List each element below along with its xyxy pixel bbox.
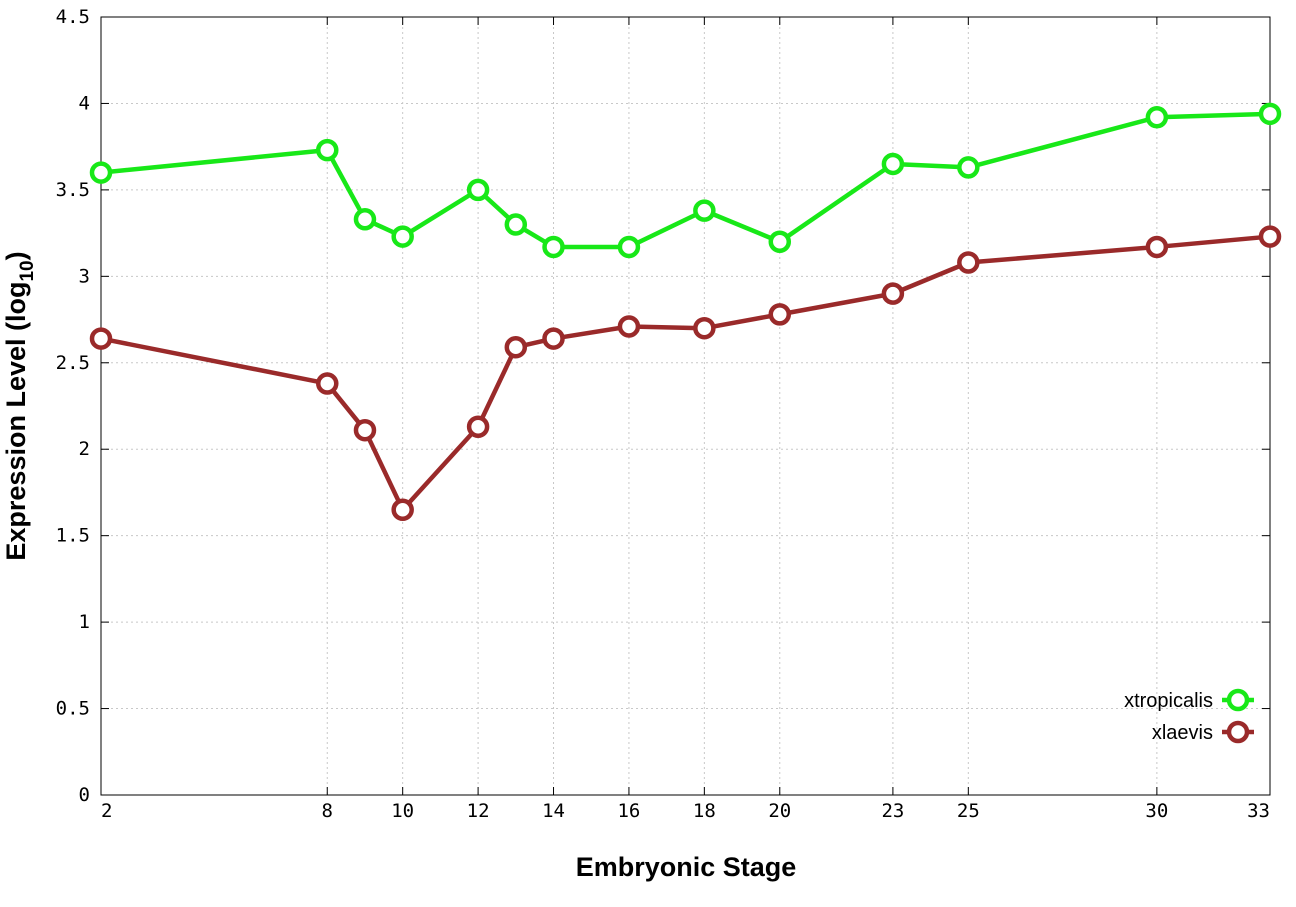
data-point-xtropicalis bbox=[617, 235, 641, 259]
data-point-xlaevis bbox=[768, 303, 792, 326]
data-point-xlaevis bbox=[693, 316, 716, 340]
data-point-xlaevis bbox=[957, 251, 980, 274]
x-tick-label: 18 bbox=[693, 800, 716, 822]
series-line-xtropicalis bbox=[98, 111, 1273, 250]
x-tick-label: 16 bbox=[617, 800, 640, 822]
x-tick-label: 30 bbox=[1145, 800, 1168, 822]
x-tick-label: 12 bbox=[467, 800, 490, 822]
data-point-xlaevis bbox=[617, 315, 641, 338]
data-point-xtropicalis bbox=[1258, 102, 1282, 126]
x-tick-label: 8 bbox=[322, 800, 333, 822]
series-line-xlaevis bbox=[98, 234, 1273, 512]
y-tick-label: 3 bbox=[79, 265, 90, 287]
data-point-xtropicalis bbox=[542, 235, 565, 259]
y-tick-label: 1.5 bbox=[56, 525, 90, 547]
data-point-xtropicalis bbox=[693, 199, 716, 222]
y-tick-label: 1 bbox=[79, 611, 90, 633]
y-tick-label: 2 bbox=[79, 438, 90, 460]
x-tick-label: 20 bbox=[768, 800, 791, 822]
data-point-xtropicalis bbox=[353, 208, 377, 231]
data-point-xtropicalis bbox=[881, 152, 905, 176]
x-tick-label: 33 bbox=[1247, 800, 1270, 822]
data-point-xtropicalis bbox=[391, 225, 414, 248]
data-point-xtropicalis bbox=[504, 213, 528, 236]
data-point-xlaevis bbox=[504, 335, 528, 359]
data-point-xlaevis bbox=[89, 327, 113, 350]
y-tick-label: 0 bbox=[79, 784, 90, 806]
x-tick-label: 25 bbox=[957, 800, 980, 822]
x-tick-label: 14 bbox=[542, 800, 565, 822]
y-tick-label: 3.5 bbox=[56, 179, 90, 201]
data-point-xtropicalis bbox=[316, 138, 339, 162]
legend: xtropicalis xlaevis bbox=[1124, 688, 1254, 744]
data-point-xtropicalis bbox=[1145, 106, 1169, 129]
data-point-xlaevis bbox=[353, 418, 377, 442]
data-point-xlaevis bbox=[466, 415, 490, 438]
series-layer bbox=[89, 102, 1282, 521]
y-tick-label: 4 bbox=[79, 92, 90, 114]
y-tick-label: 4.5 bbox=[56, 6, 90, 28]
y-axis-title-main: Expression Level (log bbox=[1, 282, 31, 561]
legend-marker bbox=[1226, 688, 1250, 712]
y-axis-title-subscript: 10 bbox=[17, 260, 38, 281]
series-xtropicalis bbox=[89, 102, 1282, 259]
y-tick-label: 2.5 bbox=[56, 352, 90, 374]
data-point-xlaevis bbox=[542, 327, 565, 350]
legend-label: xlaevis bbox=[1152, 722, 1213, 744]
plot-frame bbox=[100, 16, 1271, 796]
data-point-xlaevis bbox=[1145, 235, 1169, 259]
data-point-xlaevis bbox=[391, 498, 414, 521]
x-axis-title: Embryonic Stage bbox=[576, 852, 797, 882]
legend-label: xtropicalis bbox=[1124, 690, 1213, 712]
axis-ticks: 0 0.5 1 1.5 2 2.5 3 3.5 4 4.5 2 8 10 12 14 16 18 20 23 25 30… bbox=[56, 6, 1271, 822]
series-xlaevis bbox=[89, 225, 1282, 521]
data-point-xtropicalis bbox=[89, 161, 113, 184]
data-point-xtropicalis bbox=[957, 156, 980, 179]
y-tick-label: 0.5 bbox=[56, 698, 90, 720]
y-axis-title: Expression Level (log10) bbox=[1, 251, 38, 560]
x-tick-label: 10 bbox=[391, 800, 414, 822]
data-point-xlaevis bbox=[316, 372, 339, 395]
data-point-xlaevis bbox=[881, 282, 905, 305]
x-tick-label: 2 bbox=[101, 800, 112, 822]
legend-marker bbox=[1226, 720, 1250, 744]
x-tick-label: 23 bbox=[881, 800, 904, 822]
data-point-xtropicalis bbox=[768, 230, 792, 254]
y-axis-title-end: ) bbox=[1, 251, 31, 260]
data-point-xlaevis bbox=[1258, 225, 1282, 248]
data-point-xtropicalis bbox=[466, 178, 490, 202]
